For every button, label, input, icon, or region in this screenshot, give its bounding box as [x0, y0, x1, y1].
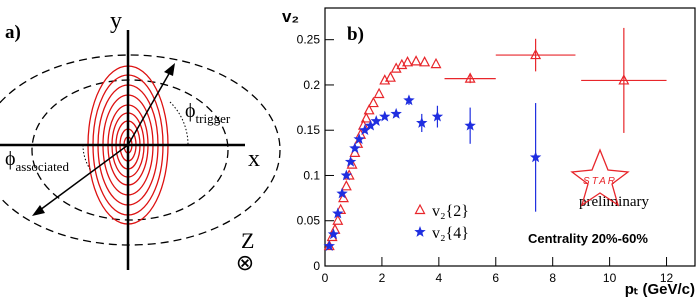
star-marker — [416, 116, 428, 128]
star-marker — [353, 133, 365, 145]
x-tick-label: 8 — [549, 271, 556, 285]
triangle-marker — [363, 104, 375, 115]
phi: ϕ — [185, 100, 196, 122]
x-tick-label: 0 — [322, 271, 329, 285]
x-tick-label: 10 — [603, 271, 617, 285]
x-tick-label: 4 — [436, 271, 443, 285]
triangle-marker — [430, 57, 442, 69]
star-marker — [359, 124, 371, 136]
y-axis-title: v₂ — [282, 7, 299, 26]
star-marker — [336, 187, 348, 199]
star-marker — [332, 207, 344, 219]
star-marker — [364, 119, 377, 131]
triangle-marker — [340, 180, 352, 191]
axis-name: x — [248, 146, 260, 172]
triangle-marker — [402, 56, 414, 67]
y-tick-label: 0 — [313, 259, 320, 273]
axis-name: Z — [241, 228, 254, 253]
legend-label: v₂{2} — [432, 203, 469, 220]
logo-star — [570, 148, 630, 207]
star-marker — [370, 115, 382, 127]
triangle-marker — [618, 74, 630, 85]
plot-frame — [324, 7, 696, 267]
y-tick-label: 0.05 — [297, 214, 321, 228]
logo-text: STAR — [583, 176, 617, 187]
axis-name: y — [110, 8, 122, 34]
legend-label: v₂{4} — [432, 225, 469, 242]
star-marker — [327, 228, 340, 240]
star-marker — [390, 107, 402, 119]
triangle-marker — [414, 203, 426, 215]
star-marker — [340, 169, 353, 181]
angle-arc — [169, 101, 189, 146]
phi: ϕ — [5, 148, 16, 170]
panel-b: b) v₂ pₜ (GeV/c) Centrality 20%-60% prel… — [282, 7, 696, 298]
angle-label: ϕassociated — [5, 148, 69, 174]
angle-label: ϕtrigger — [185, 100, 231, 126]
panel-label: a) — [5, 22, 21, 43]
star-marker — [323, 240, 335, 251]
triangle-marker — [367, 96, 379, 108]
triangle-marker — [410, 55, 422, 66]
angle-arc — [82, 144, 93, 173]
triangle-marker — [360, 112, 372, 123]
panel-a: a) y x Z ⊗ ϕtrigger ϕassociated — [0, 8, 281, 275]
trigger-arrow — [127, 71, 171, 146]
panel-label: b) — [347, 24, 364, 45]
dashed-contour — [31, 79, 229, 221]
star-marker — [464, 119, 476, 131]
x-axis-title: pₜ (GeV/c) — [625, 281, 695, 298]
dashed-contour — [0, 54, 281, 246]
y-tick-label: 0.2 — [303, 78, 320, 92]
triangle-marker — [384, 71, 396, 82]
arrowhead — [32, 205, 45, 216]
annotation: Centrality 20%-60% — [528, 231, 648, 246]
star-marker — [529, 151, 542, 163]
star-marker — [403, 94, 415, 106]
x-tick-label: 2 — [379, 271, 386, 285]
star-marker — [344, 155, 357, 167]
into-page-symbol: ⊗ — [236, 250, 254, 275]
star-marker — [431, 110, 444, 122]
triangle-marker — [332, 214, 344, 225]
y-tick-label: 0.1 — [303, 168, 320, 182]
triangle-marker — [390, 62, 402, 73]
triangle-marker — [464, 72, 476, 83]
triangle-marker — [329, 223, 341, 234]
triangle-marker — [338, 191, 349, 203]
star-marker — [414, 226, 426, 237]
x-tick-label: 12 — [660, 271, 674, 285]
x-tick-label: 6 — [492, 271, 499, 285]
triangle-marker — [373, 87, 385, 99]
triangle-marker — [419, 56, 431, 67]
star-marker — [379, 110, 391, 122]
triangle-marker — [530, 48, 542, 60]
y-tick-label: 0.25 — [297, 33, 321, 47]
associated-arrow — [39, 144, 129, 211]
star-marker — [349, 142, 361, 154]
y-tick-label: 0.15 — [297, 123, 321, 137]
subscript: associated — [16, 159, 70, 174]
arrowhead — [164, 63, 175, 76]
subscript: trigger — [196, 111, 231, 126]
